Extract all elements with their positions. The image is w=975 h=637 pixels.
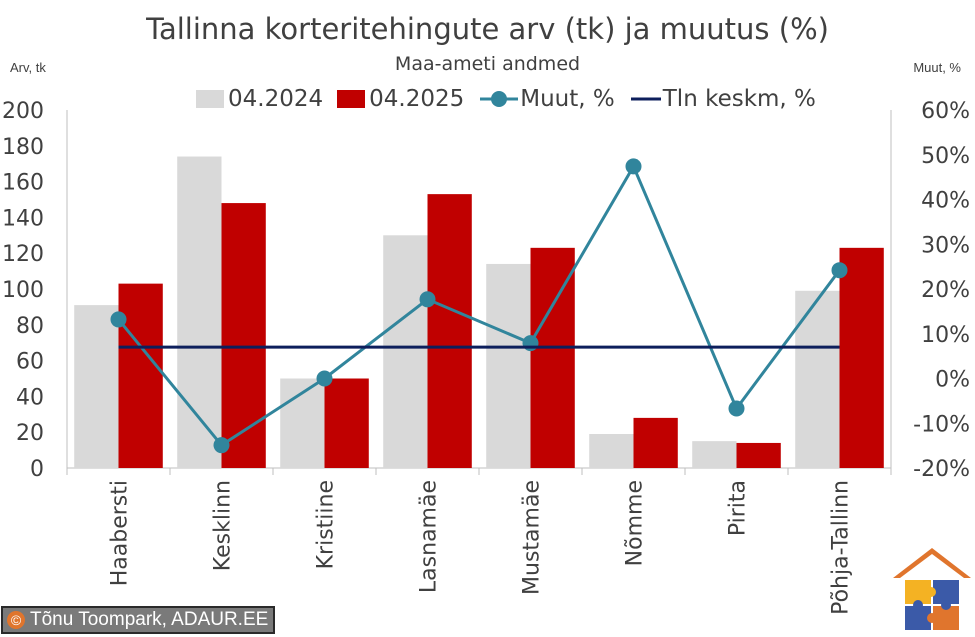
bar-04.2024 — [795, 290, 840, 468]
legend-swatch-change — [480, 91, 519, 107]
legend-item-average: Tln keskm, % — [629, 86, 816, 112]
legend-label-2025: 04.2025 — [369, 86, 465, 112]
right-tick-label: -10% — [913, 412, 970, 437]
left-tick-label: 120 — [2, 242, 44, 267]
credit-badge: © Tõnu Toompark, ADAUR.EE — [1, 606, 276, 634]
x-tick-label: Haabersti — [108, 480, 133, 586]
right-tick-label: 0% — [935, 368, 970, 393]
copyright-icon: © — [7, 611, 25, 629]
bar-04.2024 — [383, 235, 428, 468]
right-tick-label: 60% — [921, 99, 970, 124]
marker-Muut, % — [110, 311, 127, 328]
left-tick-label: 180 — [2, 135, 44, 160]
marker-Muut, % — [831, 262, 848, 279]
legend-label-change: Muut, % — [520, 86, 615, 112]
chart-subtitle: Maa-ameti andmed — [394, 53, 581, 75]
legend: 04.2024 04.2025 Muut, % Tln keskm, % — [196, 86, 830, 112]
left-tick-label: 160 — [2, 171, 44, 196]
bar-04.2025 — [118, 283, 163, 468]
credit-text: Tõnu Toompark, ADAUR.EE — [30, 609, 269, 630]
bar-04.2024 — [692, 441, 737, 468]
bar-04.2025 — [221, 203, 266, 468]
bar-04.2025 — [736, 442, 781, 468]
left-axis-title: Arv, tk — [10, 60, 46, 75]
left-tick-label: 40 — [16, 385, 44, 410]
x-tick-label: Mustamäe — [520, 480, 545, 595]
bar-04.2024 — [177, 156, 222, 469]
legend-label-2024: 04.2024 — [228, 86, 324, 112]
bar-04.2024 — [74, 305, 119, 468]
right-axis-title: Muut, % — [913, 60, 961, 75]
right-tick-label: 40% — [921, 189, 970, 214]
marker-Muut, % — [625, 158, 642, 175]
x-tick-label: Kesklinn — [211, 480, 236, 571]
right-tick-label: 10% — [921, 323, 970, 348]
right-tick-label: 30% — [921, 233, 970, 258]
marker-Muut, % — [316, 370, 333, 387]
marker-Muut, % — [728, 400, 745, 417]
chart-title: Tallinna korteritehingute arv (tk) ja mu… — [146, 12, 829, 46]
legend-label-average: Tln keskm, % — [662, 86, 816, 112]
x-tick-label: Nõmme — [623, 480, 648, 566]
left-tick-label: 200 — [2, 99, 44, 124]
left-tick-label: 0 — [30, 457, 44, 482]
bar-04.2025 — [633, 417, 678, 468]
right-tick-label: 20% — [921, 278, 970, 303]
legend-swatch-average — [630, 97, 661, 101]
legend-item-change: Muut, % — [478, 86, 615, 112]
puzzle-house-logo — [893, 548, 971, 630]
line-Muut, % — [117, 163, 841, 448]
x-tick-label: Kristiine — [314, 480, 339, 569]
right-tick-label: 50% — [921, 144, 970, 169]
left-tick-label: 140 — [2, 206, 44, 231]
left-tick-label: 60 — [16, 350, 44, 375]
bar-04.2025 — [530, 247, 575, 468]
bar-04.2025 — [427, 194, 472, 468]
x-tick-label: Lasnamäe — [417, 480, 442, 593]
marker-Muut, % — [213, 437, 230, 454]
legend-swatch-2025 — [337, 90, 366, 108]
bar-04.2025 — [839, 247, 884, 468]
legend-item-2024: 04.2024 — [196, 86, 323, 112]
legend-swatch-2024 — [196, 90, 224, 108]
marker-Muut, % — [522, 335, 539, 352]
legend-item-2025: 04.2025 — [337, 86, 464, 112]
bar-04.2024 — [589, 433, 634, 468]
left-tick-label: 100 — [2, 278, 44, 303]
x-tick-label: Põhja-Tallinn — [829, 480, 854, 615]
left-tick-label: 20 — [16, 421, 44, 446]
right-tick-label: -20% — [913, 457, 970, 482]
marker-Muut, % — [419, 291, 436, 308]
bar-04.2024 — [486, 263, 531, 468]
left-tick-label: 80 — [16, 314, 44, 339]
bar-04.2025 — [324, 378, 369, 468]
x-tick-label: Pirita — [726, 480, 751, 536]
